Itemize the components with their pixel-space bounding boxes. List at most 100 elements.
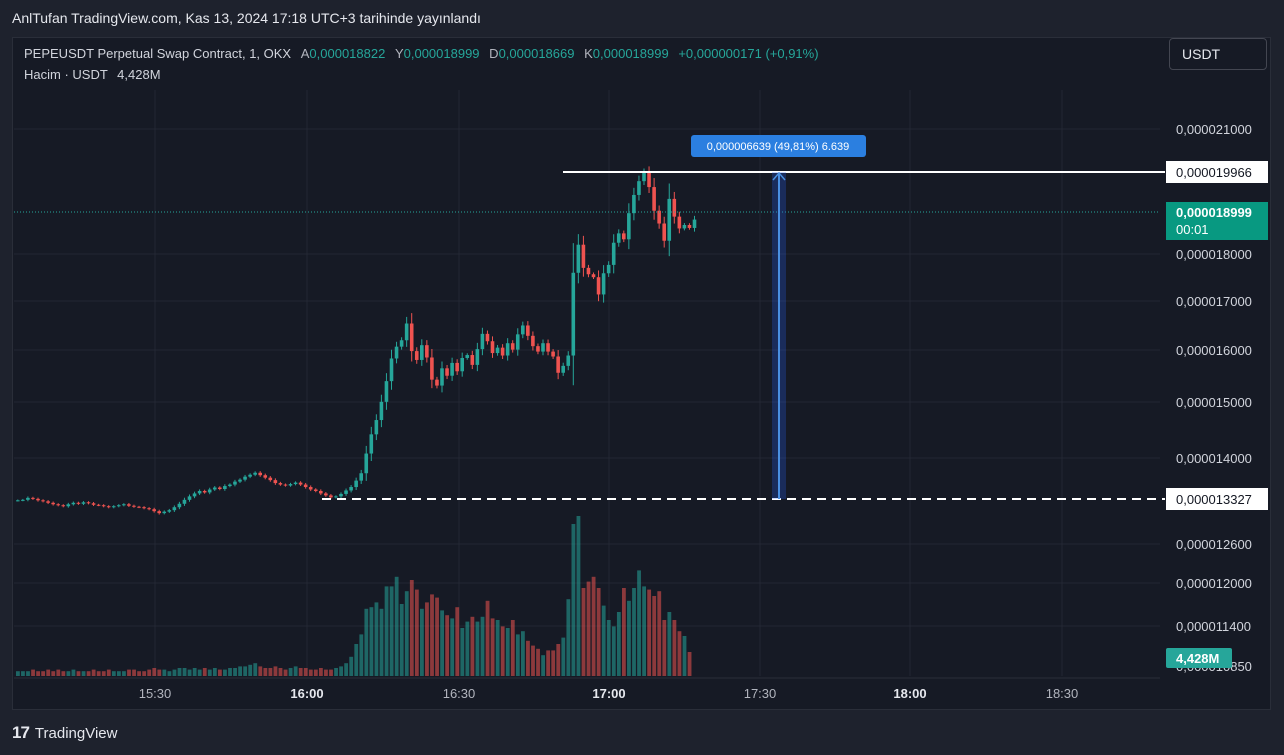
volume-bar <box>157 669 162 676</box>
volume-bar <box>324 669 328 676</box>
current-volume-tag-label: 4,428M <box>1176 651 1219 666</box>
candle-body <box>652 187 656 211</box>
candle-body <box>303 484 308 488</box>
volume-bar <box>687 652 692 676</box>
candle-body <box>369 434 374 454</box>
candle-body <box>541 343 545 352</box>
volume-bar <box>632 588 636 676</box>
candle-body <box>394 346 399 359</box>
volume-bar <box>591 576 596 676</box>
candle-body <box>258 472 262 476</box>
volume-bar <box>349 656 354 676</box>
candle-body <box>66 504 71 507</box>
volume-bar <box>76 671 81 676</box>
candle-body <box>46 501 50 503</box>
volume-label[interactable]: Hacim · USDT <box>24 67 108 82</box>
candle-body <box>414 351 419 360</box>
volume-bar <box>369 607 374 676</box>
volume-bar <box>490 618 495 676</box>
volume-bar <box>167 671 172 676</box>
price-axis-label: 0,000015000 <box>1176 395 1252 410</box>
symbol-legend: PEPEUSDT Perpetual Swap Contract, 1, OKX… <box>24 46 819 61</box>
candle-body <box>470 355 475 365</box>
current-price-tag <box>1166 202 1268 240</box>
volume-bar <box>96 671 101 676</box>
volume-bar <box>101 671 106 676</box>
candle-body <box>41 500 45 502</box>
currency-button[interactable]: USDT <box>1169 38 1267 70</box>
candle-body <box>632 194 636 214</box>
measure-arrow-head-icon <box>772 171 786 181</box>
candle-body <box>26 497 30 500</box>
price-axis-label: 0,000014000 <box>1176 451 1252 466</box>
volume-bar <box>51 671 56 676</box>
candle-body <box>404 323 409 341</box>
volume-bar <box>339 666 343 676</box>
candle-body <box>576 244 581 273</box>
volume-bar <box>561 637 566 676</box>
tradingview-logo-icon: 17 <box>12 723 30 742</box>
volume-bar <box>182 668 187 676</box>
candle-body <box>253 472 257 475</box>
candle-body <box>51 502 55 505</box>
candle-body <box>283 484 288 486</box>
time-axis-label: 17:30 <box>744 686 777 701</box>
volume-bar <box>465 621 470 676</box>
volume-bar <box>515 634 520 676</box>
candle-body <box>601 273 606 295</box>
volume-bar <box>510 620 515 676</box>
volume-bar <box>16 671 20 676</box>
volume-bar <box>283 669 288 676</box>
volume-bar <box>142 671 147 676</box>
candle-body <box>177 503 182 508</box>
candle-body <box>197 490 202 494</box>
volume-bar <box>601 605 606 676</box>
candle-body <box>546 343 550 352</box>
chart-panel[interactable] <box>12 37 1271 710</box>
candle-body <box>288 484 293 486</box>
volume-bar <box>500 626 505 676</box>
price-axis-label: 0,000012600 <box>1176 537 1252 552</box>
volume-bar <box>450 618 455 676</box>
candle-body <box>687 224 692 228</box>
volume-bar <box>127 669 131 676</box>
candle-body <box>657 210 661 224</box>
candle-body <box>207 489 212 493</box>
volume-bar <box>238 666 242 676</box>
candle-body <box>324 493 328 496</box>
candle-body <box>308 487 313 490</box>
symbol-name[interactable]: PEPEUSDT Perpetual Swap Contract, 1, OKX <box>24 46 292 61</box>
candle-body <box>521 325 525 335</box>
volume-bar <box>308 669 313 676</box>
candle-body <box>515 334 520 350</box>
volume-bar <box>435 597 439 676</box>
candle-body <box>329 495 333 498</box>
volume-bar <box>541 655 545 676</box>
candle-body <box>637 181 641 195</box>
candle-body <box>667 198 672 241</box>
footer-brand[interactable]: 17 TradingView <box>12 723 117 743</box>
candle-body <box>152 509 156 512</box>
candle-body <box>480 333 485 350</box>
candle-body <box>313 489 318 491</box>
volume-bar <box>526 640 530 676</box>
candle-body <box>409 323 414 352</box>
candle-body <box>228 484 232 487</box>
price-axis-label: 0,000018000 <box>1176 247 1252 262</box>
volume-bar <box>197 669 202 676</box>
volume-bar <box>86 671 91 676</box>
low-label: D <box>489 46 499 61</box>
volume-bar <box>223 669 227 676</box>
candle-body <box>374 420 379 435</box>
brand-name: TradingView <box>34 724 118 742</box>
candle-body <box>490 341 495 354</box>
candle-body <box>293 482 298 485</box>
volume-bar <box>147 669 152 676</box>
candle-body <box>500 347 505 356</box>
candle-body <box>187 496 192 500</box>
high-price-tag-label: 0,000019966 <box>1176 165 1252 180</box>
volume-bar <box>172 669 177 676</box>
volume-bar <box>642 586 646 676</box>
volume-bar <box>56 669 61 676</box>
